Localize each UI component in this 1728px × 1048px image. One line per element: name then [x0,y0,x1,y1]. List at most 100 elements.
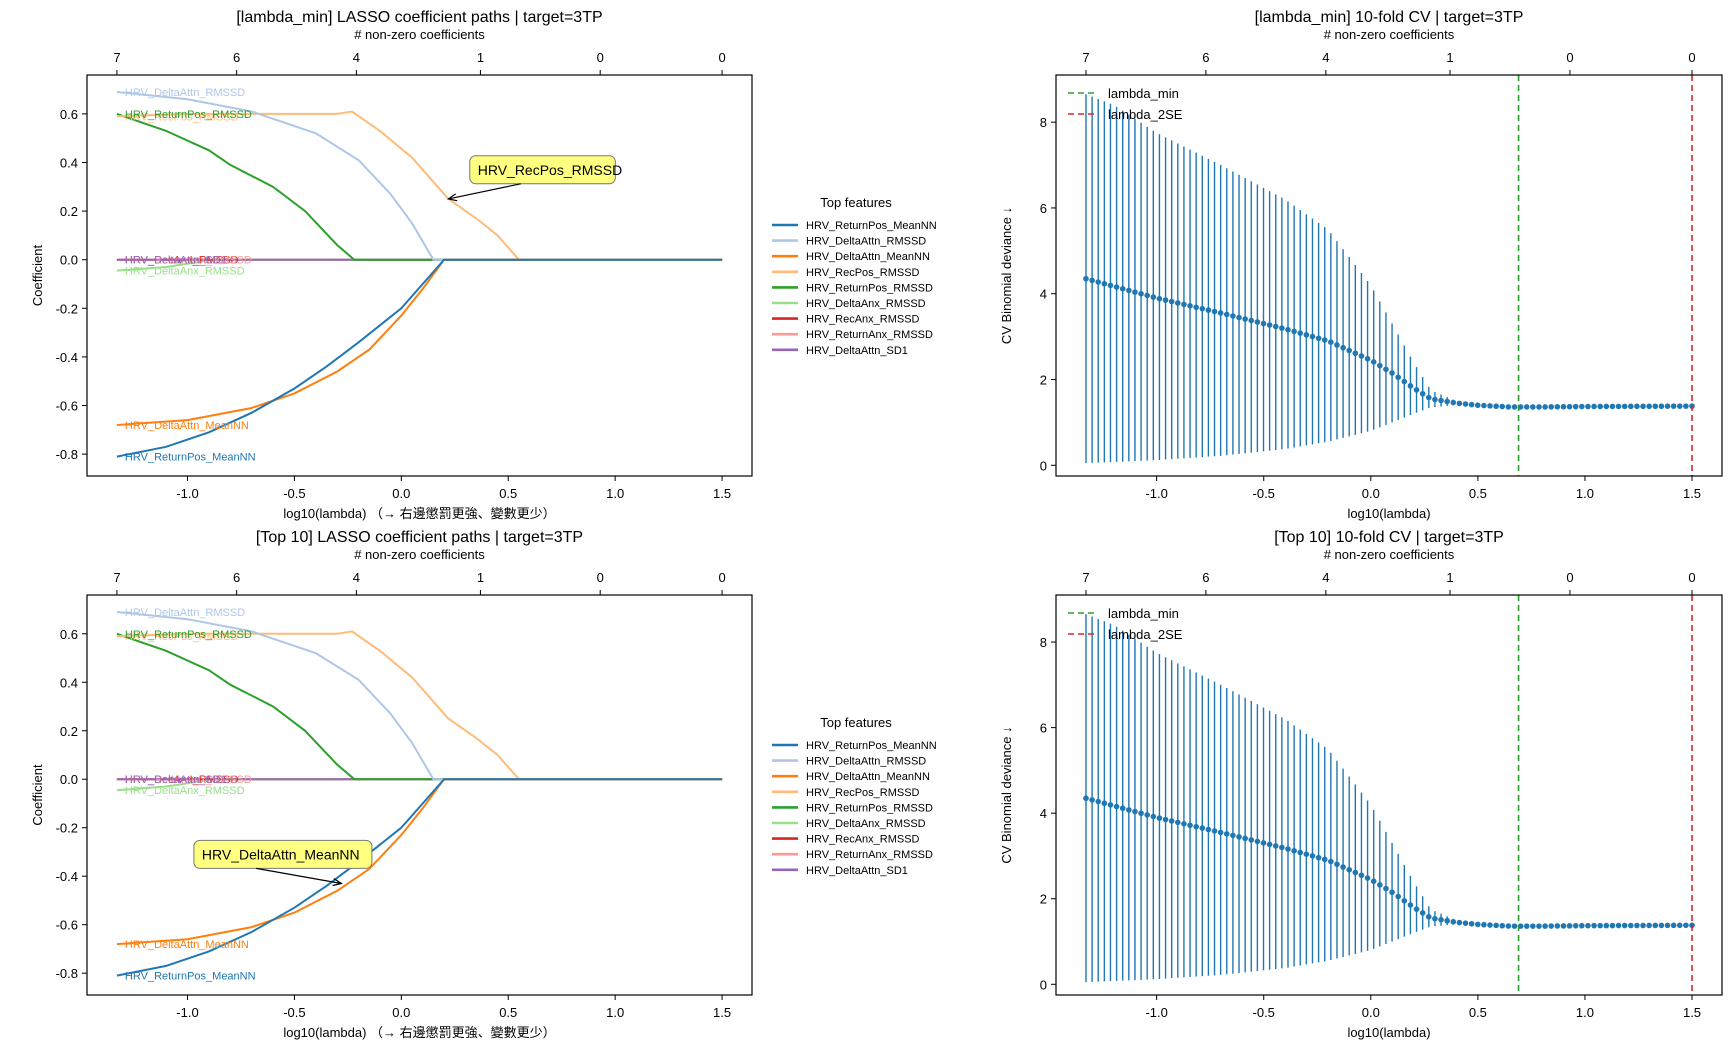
secondary-axis-label: # non-zero coefficients [354,547,485,562]
cv-mean-point [1205,307,1212,313]
y-tick-label: -0.6 [56,399,78,414]
cv-mean-point [1199,305,1206,312]
secondary-tick-label: 7 [1082,570,1089,585]
cv-mean-point [1468,401,1475,408]
x-axis-label: log10(lambda) （→ 右邊懲罰更強、變數更少） [283,506,555,521]
legend-label-HRV_DeltaAttn_RMSSD: HRV_DeltaAttn_RMSSD [806,236,926,248]
x-tick-label: -0.5 [283,486,305,501]
coef-path-chart-bl: [Top 10] LASSO coefficient paths | targe… [30,529,937,1040]
secondary-axis-label: # non-zero coefficients [1324,27,1455,42]
secondary-tick-label: 7 [1082,50,1089,65]
y-tick-label: -0.4 [56,869,78,884]
cv-mean-point [1554,403,1561,410]
cv-mean-point [1309,853,1316,859]
cv-mean-point [1652,922,1659,929]
cv-mean-point [1352,869,1359,876]
path-label-HRV_DeltaAttn_SD1: HRV_DeltaAttn_SD1 [125,774,227,786]
y-tick-label: -0.8 [56,447,78,462]
cv-mean-point [1138,810,1144,817]
legend-label-HRV_DeltaAttn_RMSSD: HRV_DeltaAttn_RMSSD [806,756,926,768]
x-tick-label: 1.5 [1683,1005,1701,1020]
cv-mean-point [1083,795,1089,802]
x-tick-label: -1.0 [1145,486,1167,501]
cv-mean-point [1083,275,1089,282]
cv-mean-point [1609,403,1616,410]
cv-mean-point [1334,342,1340,348]
cv-mean-point [1413,387,1420,393]
legend-label-lambda_min: lambda_min [1108,606,1179,621]
cv-mean-point [1364,355,1371,362]
cv-mean-point [1242,316,1248,322]
x-tick-label: 1.5 [713,486,731,501]
cv-mean-point [1132,289,1138,295]
cv-mean-point [1676,403,1683,409]
cv-mean-point [1272,843,1279,849]
secondary-tick-label: 0 [1688,50,1695,65]
legend-label-HRV_ReturnPos_MeanNN: HRV_ReturnPos_MeanNN [806,220,937,232]
cv-mean-point [1542,923,1548,929]
cv-mean-point [1340,344,1346,351]
annotation-arrow [256,867,342,885]
cv-mean-point [1536,404,1542,410]
series-line-HRV_ReturnPos_MeanNN [116,258,723,458]
path-label-HRV_ReturnPos_MeanNN: HRV_ReturnPos_MeanNN [125,971,256,983]
path-label-HRV_DeltaAttn_MeanNN: HRV_DeltaAttn_MeanNN [125,420,249,432]
x-tick-label: -1.0 [1145,1005,1167,1020]
cv-mean-point [1315,854,1322,861]
cv-mean-point [1346,866,1353,873]
secondary-tick-label: 0 [1566,50,1573,65]
cv-mean-point [1395,893,1401,900]
cv-mean-point [1138,290,1144,297]
cv-mean-point [1321,856,1328,863]
y-tick-label: 2 [1040,373,1047,388]
axes-frame [1055,594,1723,996]
cv-mean-point [1236,314,1242,321]
cv-mean-point [1328,339,1334,346]
cv-mean-point [1291,328,1297,335]
y-axis-label: Coefficient [30,245,45,307]
x-tick-label: 1.0 [1576,486,1594,501]
secondary-tick-label: 0 [1566,570,1573,585]
y-tick-label: 0.0 [60,772,78,787]
y-tick-label: 0.2 [60,204,78,219]
cv-mean-point [1530,404,1536,410]
cv-mean-point [1450,399,1457,406]
x-tick-label: -1.0 [176,1005,198,1020]
cv-mean-point [1652,403,1659,410]
x-tick-label: 0.5 [499,486,517,501]
coef-path-chart-tl: [lambda_min] LASSO coefficient paths | t… [30,9,937,521]
legend-label-HRV_ReturnAnx_RMSSD: HRV_ReturnAnx_RMSSD [806,849,933,861]
cv-mean-point [1242,835,1248,842]
annotation-box [193,839,373,869]
y-tick-label: 0.0 [60,253,78,268]
cv-mean-point [1156,815,1163,821]
secondary-tick-label: 6 [233,570,240,585]
x-axis-label: log10(lambda) （→ 右邊懲罰更強、變數更少） [283,1025,555,1040]
cv-mean-point [1511,923,1518,929]
legend-label-HRV_DeltaAnx_RMSSD: HRV_DeltaAnx_RMSSD [806,298,926,310]
cv-mean-point [1223,311,1230,318]
legend-title: Top features [820,715,892,730]
cv-mean-point [1230,832,1236,839]
cv-mean-point [1126,807,1132,813]
cv-mean-point [1150,294,1157,300]
legend-label-HRV_DeltaAnx_RMSSD: HRV_DeltaAnx_RMSSD [806,818,926,830]
cv-mean-point [1438,397,1444,404]
cv-mean-point [1505,404,1512,410]
cv-mean-point [1187,303,1193,309]
series-line-HRV_DeltaAttn_RMSSD [116,91,723,261]
cv-mean-point [1462,401,1469,407]
cv-mean-point [1113,284,1120,290]
x-tick-label: 0.0 [1362,1005,1380,1020]
cv-mean-point [1401,897,1408,904]
cv-mean-point [1628,403,1634,410]
cv-mean-point [1113,803,1120,810]
cv-mean-point [1597,403,1603,410]
cv-mean-point [1107,282,1114,289]
cv-mean-point [1230,313,1236,319]
cv-mean-point [1126,287,1132,294]
chart-title: [lambda_min] 10-fold CV | target=3TP [1255,9,1524,26]
cv-mean-point [1462,920,1469,926]
y-tick-label: -0.6 [56,918,78,933]
path-label-HRV_DeltaAttn_RMSSD: HRV_DeltaAttn_RMSSD [125,607,245,619]
